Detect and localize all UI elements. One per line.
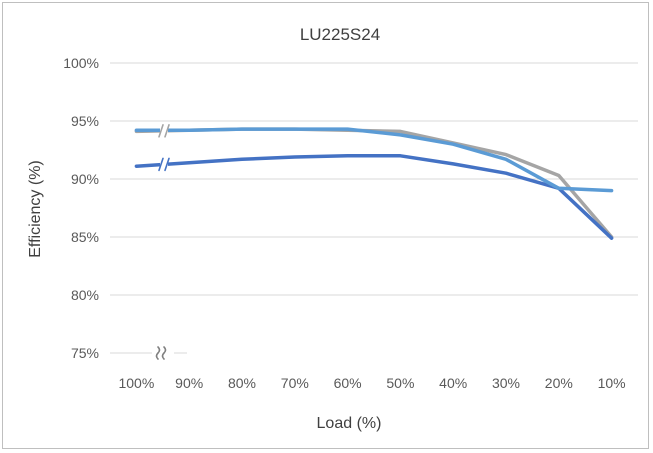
y-tick-label: 80% [71, 287, 99, 303]
x-axis-ticks: 100% 90% 80% 70% 60% 50% 40% 30% 20% 10% [118, 375, 625, 391]
break-gap [160, 124, 168, 137]
x-tick-label: 70% [281, 375, 309, 391]
break-slash [158, 124, 164, 138]
chart-frame [2, 2, 649, 449]
y-tick-label: 95% [71, 113, 99, 129]
series-lines [134, 127, 614, 240]
break-slash [164, 157, 170, 172]
y-axis-label: Efficiency (%) [27, 160, 44, 258]
line-break-mark [158, 124, 170, 138]
x-tick-label: 90% [175, 375, 203, 391]
gridlines [110, 62, 638, 354]
break-slash [164, 124, 170, 138]
chart-title: LU225S24 [300, 25, 380, 44]
x-axis-break-mark [155, 346, 167, 360]
break-gap [160, 158, 168, 171]
y-tick-label: 90% [71, 171, 99, 187]
x-tick-label: 100% [118, 375, 154, 391]
break-squiggle [161, 346, 167, 360]
x-axis-label: Load (%) [317, 415, 382, 432]
y-tick-label: 85% [71, 229, 99, 245]
x-tick-label: 30% [492, 375, 520, 391]
x-tick-label: 80% [228, 375, 256, 391]
x-tick-label: 20% [545, 375, 573, 391]
x-tick-label: 60% [334, 375, 362, 391]
break-squiggle [155, 346, 161, 360]
line-break-mark [158, 157, 170, 172]
y-axis-ticks: 75% 80% 85% 90% 95% 100% [63, 55, 99, 361]
x-tick-label: 40% [439, 375, 467, 391]
break-slash [158, 157, 164, 172]
series-line-2 [134, 154, 614, 240]
x-tick-label: 10% [598, 375, 626, 391]
y-tick-label: 100% [63, 55, 99, 71]
x-tick-label: 50% [386, 375, 414, 391]
axis-break-marks [155, 124, 170, 360]
y-tick-label: 75% [71, 345, 99, 361]
series-line-3 [134, 127, 614, 193]
